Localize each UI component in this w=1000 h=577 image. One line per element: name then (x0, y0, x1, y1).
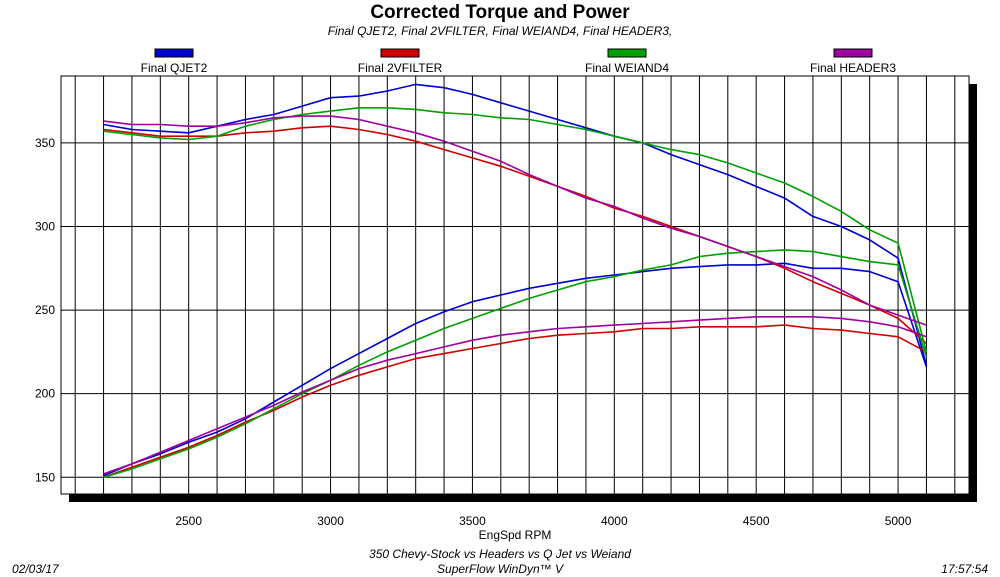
y-tick-label: 200 (35, 387, 55, 401)
series-power-line-4 (103, 315, 927, 475)
y-tick-label: 300 (35, 219, 55, 233)
series-torque-line-3 (103, 107, 928, 353)
legend: Final QJET2 Final 2VFILTER Final WEIAND4 Fi… (141, 48, 896, 75)
series-torque-line-4 (103, 115, 927, 326)
legend-swatch-4 (833, 48, 873, 58)
series-power-line-1 (103, 262, 928, 477)
series-torque-line-2 (103, 125, 927, 345)
footer-line1: 350 Chevy-Stock vs Headers vs Q Jet vs W… (369, 547, 631, 561)
x-tick-label: 4000 (601, 514, 628, 528)
plot-area: 150 200 250 300 350 2500 3000 3500 4000 4500 5000 (35, 75, 970, 528)
y-tick-label: 250 (35, 303, 55, 317)
y-tick-label: 150 (35, 470, 55, 484)
legend-swatch-2 (380, 48, 420, 58)
x-tick-label: 4500 (743, 514, 770, 528)
legend-swatch-1 (154, 48, 194, 58)
series-power-line-3 (103, 249, 928, 479)
x-tick-label: 2500 (175, 514, 202, 528)
chart-title: Corrected Torque and Power (370, 2, 630, 23)
chart-subtitle: Final QJET2, Final 2VFILTER, Final WEIAN… (328, 24, 673, 38)
legend-label-3: Final WEIAND4 (585, 61, 669, 75)
legend-label-1: Final QJET2 (141, 61, 208, 75)
plot-frame (60, 75, 970, 495)
footer-date: 02/03/17 (12, 562, 60, 576)
footer-line2: SuperFlow WinDyn™ V (437, 562, 564, 576)
x-axis-label: EngSpd RPM (479, 528, 552, 542)
legend-label-2: Final 2VFILTER (358, 61, 443, 75)
series-power-line-2 (103, 324, 927, 479)
x-tick-label: 3500 (459, 514, 486, 528)
series-torque-line-1 (103, 83, 928, 366)
footer-time: 17:57:54 (941, 562, 988, 576)
legend-swatch-3 (607, 48, 647, 58)
y-tick-label: 350 (35, 136, 55, 150)
x-tick-label: 5000 (885, 514, 912, 528)
legend-label-4: Final HEADER3 (810, 61, 896, 75)
x-tick-label: 3000 (317, 514, 344, 528)
